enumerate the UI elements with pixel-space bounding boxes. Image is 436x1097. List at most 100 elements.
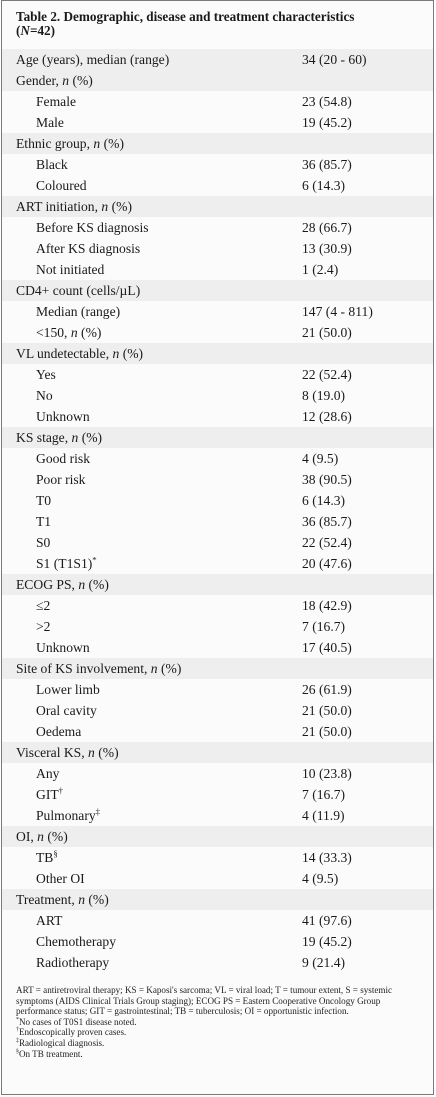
row-value: 21 (50.0) <box>302 724 352 739</box>
table-row: Black 36 (85.7) <box>2 154 433 175</box>
row-label: Male <box>36 115 64 130</box>
table-row: GIT† 7 (16.7) <box>2 784 433 805</box>
row-value: 28 (66.7) <box>302 220 352 235</box>
table-row: >2 7 (16.7) <box>2 616 433 637</box>
row-label: Chemotherapy <box>36 934 117 949</box>
table-row: Oral cavity 21 (50.0) <box>2 700 433 721</box>
row-value: 20 (47.6) <box>302 556 352 571</box>
row-label: Lower limb <box>36 682 100 697</box>
row-label: Radiotherapy <box>36 955 110 970</box>
table-row: Oedema 21 (50.0) <box>2 721 433 742</box>
row-value: 147 (4 - 811) <box>302 304 373 319</box>
row-value: 13 (30.9) <box>302 241 352 256</box>
footnote: ‡Radiological diagnosis. <box>16 1037 105 1048</box>
category-row: CD4+ count (cells/µL) <box>2 280 433 301</box>
category-row: VL undetectable, n (%) <box>2 343 433 364</box>
row-value: 41 (97.6) <box>302 913 352 928</box>
table-row: <150, n (%) 21 (50.0) <box>2 322 433 343</box>
table-row: ART 41 (97.6) <box>2 910 433 931</box>
row-label: Any <box>36 766 60 781</box>
row-label: >2 <box>36 619 51 634</box>
row-value: 18 (42.9) <box>302 598 352 613</box>
row-label: Poor risk <box>36 472 86 487</box>
table-title-n: N <box>20 22 30 38</box>
row-value: 22 (52.4) <box>302 535 352 550</box>
row-value: 21 (50.0) <box>302 703 352 718</box>
row-label: S1 (T1S1)* <box>36 554 97 571</box>
row-label: Median (range) <box>36 304 121 319</box>
table-row: S1 (T1S1)* 20 (47.6) <box>2 553 433 574</box>
table-row: Female 23 (54.8) <box>2 91 433 112</box>
row-label: Coloured <box>36 178 87 193</box>
category-row: OI, n (%) <box>2 826 433 847</box>
row-label: Not initiated <box>36 262 105 277</box>
row-label: Treatment, n (%) <box>16 892 109 907</box>
row-label: KS stage, n (%) <box>16 430 103 445</box>
row-value: 7 (16.7) <box>302 619 346 634</box>
row-label: After KS diagnosis <box>36 241 141 256</box>
table-row: Median (range) 147 (4 - 811) <box>2 301 433 322</box>
table-row: Good risk 4 (9.5) <box>2 448 433 469</box>
category-row: Ethnic group, n (%) <box>2 133 433 154</box>
row-label: Age (years), median (range) <box>16 52 170 67</box>
table-row: Pulmonary‡ 4 (11.9) <box>2 805 433 826</box>
category-row: Treatment, n (%) <box>2 889 433 910</box>
row-value: 17 (40.5) <box>302 640 352 655</box>
row-label: Other OI <box>36 871 85 886</box>
row-value: 1 (2.4) <box>302 262 339 277</box>
table-row: Any 10 (23.8) <box>2 763 433 784</box>
row-label: Oedema <box>36 724 82 739</box>
row-value: 9 (21.4) <box>302 955 346 970</box>
row-value: 26 (61.9) <box>302 682 352 697</box>
table-title-n-value: =42 <box>29 22 51 38</box>
table-row: Before KS diagnosis 28 (66.7) <box>2 217 433 238</box>
row-value: 36 (85.7) <box>302 514 352 529</box>
table-title: Table 2. Demographic, disease and treatm… <box>16 9 355 38</box>
table-row: T0 6 (14.3) <box>2 490 433 511</box>
row-value: 19 (45.2) <box>302 115 352 130</box>
footnote: †Endoscopically proven cases. <box>16 1027 127 1038</box>
row-value: 19 (45.2) <box>302 934 352 949</box>
row-label: Unknown <box>36 409 90 424</box>
row-label: Before KS diagnosis <box>36 220 149 235</box>
row-value: 36 (85.7) <box>302 157 352 172</box>
table-footnotes: ART = antiretroviral therapy; KS = Kapos… <box>16 985 428 1059</box>
table-row: Unknown 12 (28.6) <box>2 406 433 427</box>
table-row: Yes 22 (52.4) <box>2 364 433 385</box>
row-value: 6 (14.3) <box>302 178 346 193</box>
table-row: Poor risk 38 (90.5) <box>2 469 433 490</box>
table-row: Unknown 17 (40.5) <box>2 637 433 658</box>
table-row: ≤2 18 (42.9) <box>2 595 433 616</box>
table-row: Radiotherapy 9 (21.4) <box>2 952 433 973</box>
category-row: ART initiation, n (%) <box>2 196 433 217</box>
table-row: Lower limb 26 (61.9) <box>2 679 433 700</box>
row-value: 23 (54.8) <box>302 94 352 109</box>
table-body: Age (years), median (range) 34 (20 - 60) G… <box>2 49 433 973</box>
row-label: Oral cavity <box>36 703 97 718</box>
category-row: Gender, n (%) <box>2 70 433 91</box>
table-row: Male 19 (45.2) <box>2 112 433 133</box>
table-row: Coloured 6 (14.3) <box>2 175 433 196</box>
category-row: Age (years), median (range) 34 (20 - 60) <box>2 49 433 70</box>
footnote: ART = antiretroviral therapy; KS = Kapos… <box>16 985 393 1017</box>
row-label: ART <box>36 913 63 928</box>
row-value: 4 (9.5) <box>302 451 339 466</box>
table-row: Chemotherapy 19 (45.2) <box>2 931 433 952</box>
row-label: Black <box>36 157 68 172</box>
table-row: TB§ 14 (33.3) <box>2 847 433 868</box>
row-label: Gender, n (%) <box>16 73 93 88</box>
row-value: 22 (52.4) <box>302 367 352 382</box>
category-row: ECOG PS, n (%) <box>2 574 433 595</box>
row-label: ART initiation, n (%) <box>16 199 132 214</box>
table-row: Other OI 4 (9.5) <box>2 868 433 889</box>
row-label: S0 <box>36 535 51 550</box>
row-label: Ethnic group, n (%) <box>16 136 124 151</box>
row-label: Pulmonary‡ <box>36 806 101 823</box>
row-label: OI, n (%) <box>16 829 68 844</box>
category-row: Site of KS involvement, n (%) <box>2 658 433 679</box>
category-row: KS stage, n (%) <box>2 427 433 448</box>
row-label: TB§ <box>36 848 58 865</box>
row-label: VL undetectable, n (%) <box>16 346 144 361</box>
row-label: CD4+ count (cells/µL) <box>16 283 141 298</box>
